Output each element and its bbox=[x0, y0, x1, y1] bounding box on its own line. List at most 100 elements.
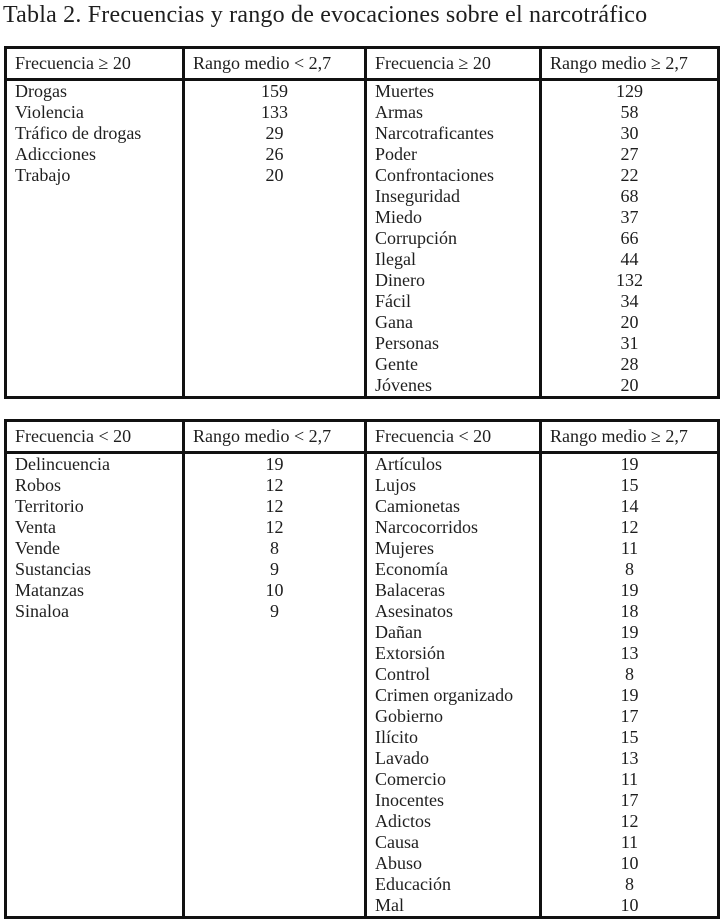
frequency-cell bbox=[182, 186, 367, 207]
frequency-cell: 58 bbox=[539, 102, 720, 123]
frequency-cell: 8 bbox=[182, 538, 367, 559]
frequency-cell bbox=[182, 853, 367, 874]
frequency-cell: 129 bbox=[539, 79, 720, 102]
word-cell: Vende bbox=[4, 538, 185, 559]
frequency-cell bbox=[182, 270, 367, 291]
frequency-cell bbox=[182, 249, 367, 270]
word-cell bbox=[4, 769, 185, 790]
frequency-cell: 30 bbox=[539, 123, 720, 144]
word-cell: Jóvenes bbox=[364, 375, 542, 398]
word-cell: Dinero bbox=[364, 270, 542, 291]
word-cell: Inseguridad bbox=[364, 186, 542, 207]
table-row: Jóvenes 20 bbox=[4, 375, 720, 398]
column-header-frequency-right: Frecuencia ≥ 20 bbox=[364, 46, 542, 81]
word-cell: Confrontaciones bbox=[364, 165, 542, 186]
word-cell: Economía bbox=[364, 559, 542, 580]
table-row: Fácil 34 bbox=[4, 291, 720, 312]
table-row: Violencia 133 Armas 58 bbox=[4, 102, 720, 123]
column-header-frequency-left: Frecuencia < 20 bbox=[4, 419, 185, 454]
frequency-cell: 10 bbox=[182, 580, 367, 601]
frequency-cell: 10 bbox=[539, 895, 720, 918]
frequency-cell: 34 bbox=[539, 291, 720, 312]
frequency-cell: 132 bbox=[539, 270, 720, 291]
frequency-cell bbox=[182, 291, 367, 312]
word-cell bbox=[4, 354, 185, 375]
table-row: Corrupción 66 bbox=[4, 228, 720, 249]
word-cell bbox=[4, 207, 185, 228]
frequency-cell: 13 bbox=[539, 748, 720, 769]
frequency-cell bbox=[182, 790, 367, 811]
table-row: Personas 31 bbox=[4, 333, 720, 354]
frequency-cell: 12 bbox=[182, 517, 367, 538]
word-cell: Causa bbox=[364, 832, 542, 853]
word-cell: Armas bbox=[364, 102, 542, 123]
word-cell: Sinaloa bbox=[4, 601, 185, 622]
frequency-cell bbox=[182, 228, 367, 249]
frequency-cell: 12 bbox=[539, 811, 720, 832]
word-cell: Narcocorridos bbox=[364, 517, 542, 538]
word-cell: Corrupción bbox=[364, 228, 542, 249]
word-cell bbox=[4, 291, 185, 312]
table-row: Tráfico de drogas 29 Narcotraficantes 30 bbox=[4, 123, 720, 144]
word-cell bbox=[4, 312, 185, 333]
table-row: Territorio 12 Camionetas 14 bbox=[4, 496, 720, 517]
word-cell bbox=[4, 853, 185, 874]
frequency-cell: 11 bbox=[539, 538, 720, 559]
frequency-cell bbox=[182, 375, 367, 398]
table-row: Vende 8 Mujeres 11 bbox=[4, 538, 720, 559]
word-cell: Matanzas bbox=[4, 580, 185, 601]
frequency-cell bbox=[182, 748, 367, 769]
frequency-cell bbox=[182, 354, 367, 375]
frequency-cell: 11 bbox=[539, 769, 720, 790]
word-cell: Dañan bbox=[364, 622, 542, 643]
frequency-cell bbox=[182, 207, 367, 228]
frequency-cell: 11 bbox=[539, 832, 720, 853]
table-row: Inocentes 17 bbox=[4, 790, 720, 811]
word-cell: Delincuencia bbox=[4, 452, 185, 475]
table-row: Ilícito 15 bbox=[4, 727, 720, 748]
table-row: Trabajo 20 Confrontaciones 22 bbox=[4, 165, 720, 186]
word-cell bbox=[4, 727, 185, 748]
word-cell: Narcotraficantes bbox=[364, 123, 542, 144]
table-row: Educación 8 bbox=[4, 874, 720, 895]
frequency-cell bbox=[182, 685, 367, 706]
word-cell: Ilegal bbox=[364, 249, 542, 270]
frequency-cell bbox=[182, 643, 367, 664]
frequency-cell: 20 bbox=[182, 165, 367, 186]
word-cell: Robos bbox=[4, 475, 185, 496]
word-cell: Gobierno bbox=[364, 706, 542, 727]
word-cell: Abuso bbox=[364, 853, 542, 874]
frequency-cell: 12 bbox=[182, 475, 367, 496]
word-cell: Personas bbox=[364, 333, 542, 354]
frequency-cell bbox=[182, 312, 367, 333]
table-row: Dañan 19 bbox=[4, 622, 720, 643]
word-cell: Mal bbox=[364, 895, 542, 918]
table-row: Drogas 159 Muertes 129 bbox=[4, 79, 720, 102]
table-row: Ilegal 44 bbox=[4, 249, 720, 270]
word-cell: Ilícito bbox=[364, 727, 542, 748]
column-header-rank-right: Rango medio ≥ 2,7 bbox=[539, 46, 720, 81]
word-cell: Mujeres bbox=[364, 538, 542, 559]
word-cell bbox=[4, 706, 185, 727]
table-body: Delincuencia 19 Artículos 19 Robos 12 Lujos 15 T… bbox=[4, 452, 720, 918]
word-cell bbox=[4, 685, 185, 706]
frequency-cell: 44 bbox=[539, 249, 720, 270]
word-cell bbox=[4, 874, 185, 895]
table-row: Lavado 13 bbox=[4, 748, 720, 769]
table-header: Frecuencia ≥ 20 Rango medio < 2,7 Frecue… bbox=[4, 46, 720, 81]
frequency-cell: 8 bbox=[539, 874, 720, 895]
word-cell bbox=[4, 228, 185, 249]
table-row: Miedo 37 bbox=[4, 207, 720, 228]
frequency-cell: 19 bbox=[182, 452, 367, 475]
word-cell: Camionetas bbox=[364, 496, 542, 517]
word-cell: Balaceras bbox=[364, 580, 542, 601]
column-header-rank-left: Rango medio < 2,7 bbox=[182, 419, 367, 454]
frequency-cell: 29 bbox=[182, 123, 367, 144]
table-header: Frecuencia < 20 Rango medio < 2,7 Frecue… bbox=[4, 419, 720, 454]
frequency-cell: 12 bbox=[539, 517, 720, 538]
table-row: Causa 11 bbox=[4, 832, 720, 853]
word-cell bbox=[4, 270, 185, 291]
table-row: Matanzas 10 Balaceras 19 bbox=[4, 580, 720, 601]
word-cell bbox=[4, 643, 185, 664]
